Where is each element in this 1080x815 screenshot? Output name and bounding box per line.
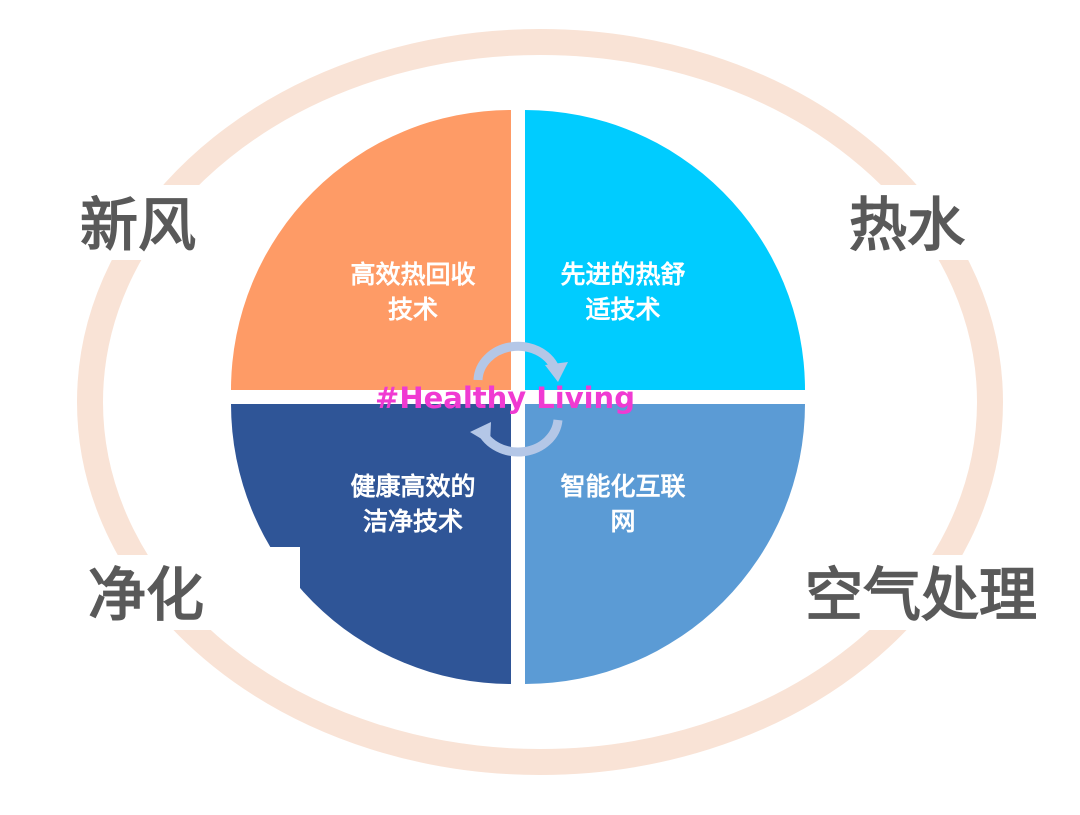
br-line1: 智能化互联 bbox=[560, 472, 685, 501]
tr-line1: 先进的热舒 bbox=[560, 260, 685, 289]
tl-line1: 高效热回收 bbox=[350, 260, 475, 289]
outer-ring bbox=[77, 29, 1003, 775]
label-bg-br bbox=[800, 555, 1060, 630]
quadrant-bottom-left bbox=[231, 404, 511, 684]
quadrant-top-left bbox=[231, 110, 511, 390]
label-bg-tl bbox=[75, 185, 210, 260]
br-line2: 网 bbox=[610, 507, 635, 536]
quadrant-bottom-right bbox=[525, 404, 805, 684]
arrow-head-bottom bbox=[470, 422, 491, 444]
bl-line1: 健康高效的 bbox=[350, 472, 475, 501]
label-kongqi-chuli: 空气处理 bbox=[805, 561, 1037, 629]
label-bg-bl bbox=[83, 555, 218, 630]
label-xinfeng: 新风 bbox=[80, 191, 196, 259]
healthy-living-tag: #Healthy Living bbox=[375, 381, 635, 415]
tl-line2: 技术 bbox=[388, 295, 438, 324]
label-jinghua: 净化 bbox=[88, 561, 204, 629]
label-bg-tr bbox=[845, 185, 980, 260]
white-notch bbox=[222, 547, 300, 592]
quadrant-top-right bbox=[525, 110, 805, 390]
label-reshui: 热水 bbox=[849, 191, 966, 259]
arrow-head-top bbox=[545, 362, 568, 382]
bl-line2: 洁净技术 bbox=[363, 507, 463, 536]
tr-line2: 适技术 bbox=[585, 295, 660, 324]
